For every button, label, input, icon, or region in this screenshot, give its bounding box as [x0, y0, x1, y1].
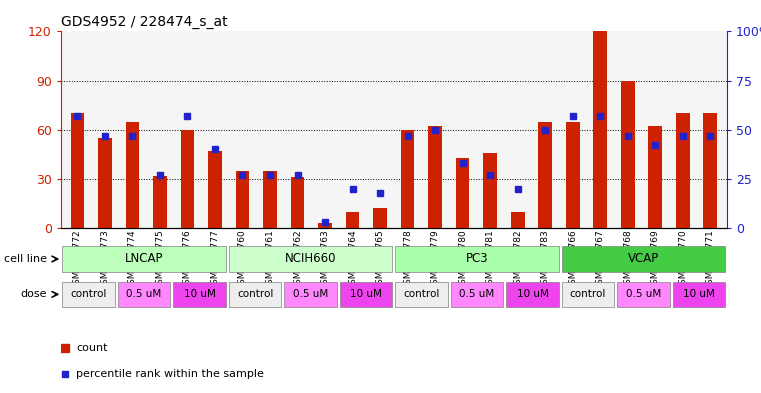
- Bar: [594, 31, 607, 228]
- Bar: [373, 208, 387, 228]
- Text: control: control: [570, 289, 607, 299]
- Bar: [180, 130, 194, 228]
- Bar: [229, 246, 393, 272]
- Bar: [703, 113, 717, 228]
- Bar: [562, 282, 614, 307]
- Bar: [511, 211, 524, 228]
- Bar: [401, 130, 415, 228]
- Bar: [174, 282, 226, 307]
- Bar: [229, 282, 282, 307]
- Bar: [648, 127, 662, 228]
- Bar: [208, 151, 222, 228]
- Text: 10 uM: 10 uM: [350, 289, 382, 299]
- Bar: [71, 113, 84, 228]
- Bar: [428, 127, 442, 228]
- Text: 0.5 uM: 0.5 uM: [126, 289, 162, 299]
- Bar: [506, 282, 559, 307]
- Bar: [118, 282, 170, 307]
- Text: 0.5 uM: 0.5 uM: [293, 289, 328, 299]
- Bar: [339, 282, 393, 307]
- Text: control: control: [403, 289, 440, 299]
- Bar: [456, 158, 470, 228]
- Bar: [395, 282, 448, 307]
- Text: NCIH660: NCIH660: [285, 252, 336, 266]
- Bar: [617, 282, 670, 307]
- Text: 0.5 uM: 0.5 uM: [460, 289, 495, 299]
- Text: 10 uM: 10 uM: [183, 289, 215, 299]
- Bar: [236, 171, 250, 228]
- Bar: [451, 282, 504, 307]
- Text: 0.5 uM: 0.5 uM: [626, 289, 661, 299]
- Text: PC3: PC3: [466, 252, 489, 266]
- Text: VCAP: VCAP: [628, 252, 659, 266]
- Text: control: control: [71, 289, 107, 299]
- Bar: [345, 211, 359, 228]
- Bar: [676, 113, 689, 228]
- Text: dose: dose: [21, 289, 47, 299]
- Bar: [318, 223, 332, 228]
- Bar: [291, 177, 304, 228]
- Bar: [62, 246, 226, 272]
- Bar: [562, 246, 725, 272]
- Text: 10 uM: 10 uM: [517, 289, 549, 299]
- Text: cell line: cell line: [4, 254, 47, 264]
- Text: GDS4952 / 228474_s_at: GDS4952 / 228474_s_at: [61, 15, 228, 29]
- Text: count: count: [76, 343, 107, 353]
- Bar: [263, 171, 277, 228]
- Bar: [284, 282, 337, 307]
- Text: percentile rank within the sample: percentile rank within the sample: [76, 369, 264, 379]
- Text: control: control: [237, 289, 273, 299]
- Text: 10 uM: 10 uM: [683, 289, 715, 299]
- Text: LNCAP: LNCAP: [125, 252, 164, 266]
- Bar: [565, 121, 580, 228]
- Bar: [153, 176, 167, 228]
- Bar: [538, 121, 552, 228]
- Bar: [673, 282, 725, 307]
- Bar: [621, 81, 635, 228]
- Bar: [62, 282, 115, 307]
- Bar: [98, 138, 112, 228]
- Bar: [483, 152, 497, 228]
- Bar: [126, 121, 139, 228]
- Bar: [395, 246, 559, 272]
